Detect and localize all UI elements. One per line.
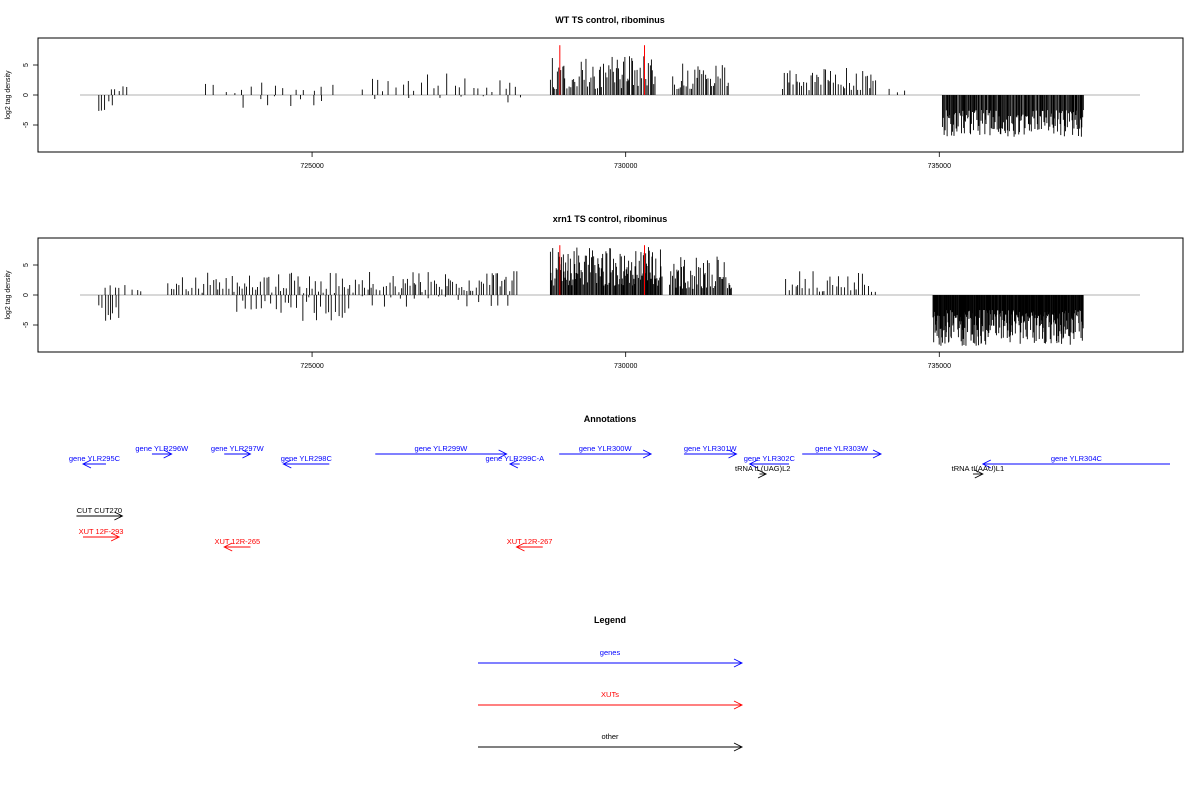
feature-arrow-arrowhead — [114, 511, 124, 521]
annotation-feature: gene YLR298C — [281, 454, 333, 469]
feature-label: gene YLR303W — [815, 444, 869, 453]
x-tick-label: 730000 — [614, 163, 637, 170]
feature-arrow-arrowhead — [757, 469, 768, 479]
y-tick-label: 0 — [23, 93, 30, 97]
feature-label: gene YLR296W — [135, 444, 189, 453]
x-tick-label: 735000 — [928, 163, 951, 170]
y-tick-label: -5 — [23, 322, 30, 328]
feature-label: gene YLR304C — [1051, 454, 1103, 463]
y-tick-label: 5 — [23, 63, 30, 67]
legend-label: genes — [600, 648, 621, 657]
feature-label: gene YLR301W — [684, 444, 738, 453]
panel-wt-ylabel: log2 tag density — [5, 70, 12, 120]
annotation-feature: gene YLR303W — [802, 444, 883, 459]
feature-label: gene YLR299C-A — [486, 454, 545, 463]
feature-label: XUT 12R-265 — [214, 537, 260, 546]
feature-arrow-arrowhead — [498, 449, 508, 459]
annotation-feature: gene YLR304C — [981, 454, 1170, 469]
legend-label: XUTs — [601, 690, 619, 699]
legend: Legend genes XUTs other — [478, 615, 744, 752]
annotation-feature: gene YLR295C — [69, 454, 121, 469]
legend-entry-other: other — [478, 732, 744, 752]
feature-arrow-arrowhead — [515, 542, 525, 552]
feature-label: CUT CUT270 — [77, 506, 122, 515]
annotation-feature: tRNA tI(AAU)L1 — [952, 464, 1005, 479]
panel-xrn1-title: xrn1 TS control, ribominus — [553, 214, 668, 224]
legend-arrow-arrowhead — [733, 700, 744, 710]
feature-arrow-arrowhead — [728, 449, 738, 459]
annotation-feature: XUT 12R-267 — [507, 537, 553, 552]
feature-arrow-arrowhead — [110, 532, 121, 542]
feature-label: tRNA tL(UAG)L2 — [735, 464, 790, 473]
feature-arrow-arrowhead — [242, 449, 252, 459]
feature-arrow-arrowhead — [748, 459, 758, 469]
x-tick-label: 735000 — [928, 363, 951, 370]
panel-wt-title: WT TS control, ribominus — [555, 15, 665, 25]
feature-label: XUT 12R-267 — [507, 537, 553, 546]
x-tick-label: 725000 — [300, 163, 323, 170]
feature-arrow-arrowhead — [974, 469, 984, 479]
feature-label: XUT 12F-293 — [79, 527, 124, 536]
feature-label: tRNA tI(AAU)L1 — [952, 464, 1005, 473]
feature-arrow-arrowhead — [223, 542, 233, 552]
annotation-feature: gene YLR301W — [684, 444, 738, 459]
annotation-feature: XUT 12F-293 — [79, 527, 124, 542]
annotation-feature: tRNA tL(UAG)L2 — [735, 464, 790, 479]
feature-label: gene YLR295C — [69, 454, 121, 463]
legend-arrow-arrowhead — [733, 742, 744, 752]
feature-arrow-arrowhead — [508, 459, 519, 469]
annotations-title: Annotations — [584, 414, 637, 424]
feature-arrow-arrowhead — [981, 459, 992, 469]
panel-xrn1-ylabel: log2 tag density — [5, 270, 12, 320]
panel-wt-bars — [98, 56, 1084, 137]
legend-entry-genes: genes — [478, 648, 744, 668]
feature-arrow-arrowhead — [163, 449, 173, 459]
feature-label: gene YLR298C — [281, 454, 333, 463]
annotation-feature: XUT 12R-265 — [214, 537, 260, 552]
legend-label: other — [601, 732, 619, 741]
legend-arrow-arrowhead — [733, 658, 744, 668]
annotations: Annotations gene YLR295C gene YLR296W gene… — [69, 414, 1170, 552]
feature-arrow-arrowhead — [81, 459, 92, 469]
annotation-feature: gene YLR300W — [559, 444, 653, 459]
feature-arrow-arrowhead — [642, 449, 653, 459]
feature-arrow-arrowhead — [872, 449, 883, 459]
panel-xrn1: xrn1 TS control, ribominus 5 0 -5 725000 730… — [5, 214, 1184, 370]
y-tick-label: -5 — [23, 122, 30, 128]
feature-label: gene YLR302C — [744, 454, 796, 463]
feature-label: gene YLR300W — [579, 444, 633, 453]
annotation-feature: CUT CUT270 — [76, 506, 124, 521]
annotation-feature: gene YLR299C-A — [486, 454, 545, 469]
x-tick-label: 725000 — [300, 363, 323, 370]
annotation-feature: gene YLR302C — [744, 454, 796, 469]
legend-entry-XUTs: XUTs — [478, 690, 744, 710]
feature-label: gene YLR299W — [415, 444, 469, 453]
feature-arrow-arrowhead — [282, 459, 292, 469]
annotation-feature: gene YLR299W — [375, 444, 508, 459]
x-tick-label: 730000 — [614, 363, 637, 370]
feature-label: gene YLR297W — [211, 444, 265, 453]
annotation-feature: gene YLR296W — [135, 444, 189, 459]
annotation-feature: gene YLR297W — [211, 444, 265, 459]
y-tick-label: 0 — [23, 293, 30, 297]
panel-xrn1-bars — [98, 247, 1084, 346]
y-tick-label: 5 — [23, 263, 30, 267]
panel-wt: WT TS control, ribominus 5 0 -5 725000 73000… — [5, 15, 1184, 170]
legend-title: Legend — [594, 615, 626, 625]
